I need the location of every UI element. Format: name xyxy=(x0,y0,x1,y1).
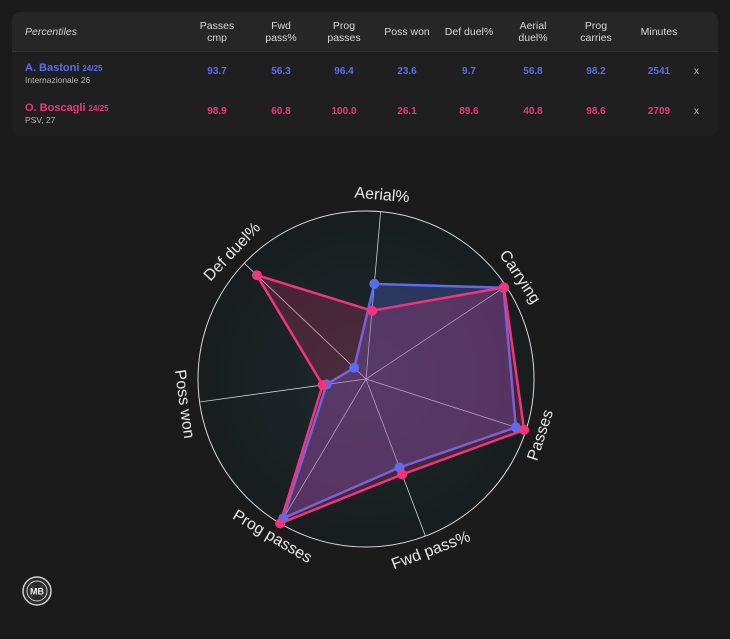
header-percentiles: Percentiles xyxy=(25,25,77,38)
cell-prog-passes: 100.0 xyxy=(331,106,357,117)
radar-point-series-2[interactable] xyxy=(317,380,328,390)
radar-spoke xyxy=(365,378,527,431)
player-season: 24/25 xyxy=(82,64,103,73)
radar-spoke xyxy=(365,211,382,380)
radar-point-series-2[interactable] xyxy=(251,270,262,281)
cell-def-duel: 89.6 xyxy=(459,106,479,117)
header-passes-cmp: Passes cmp xyxy=(199,19,235,44)
header-fwd-pass: Fwd pass% xyxy=(265,19,297,44)
radar-spoke xyxy=(365,285,507,380)
radar-series-2 xyxy=(255,273,526,525)
radar-point-series-2[interactable] xyxy=(519,424,530,435)
radar-point-series-2[interactable] xyxy=(367,305,377,316)
radar-series-1 xyxy=(282,282,518,520)
header-def-duel: Def duel% xyxy=(444,25,494,38)
mb-logo: MB xyxy=(22,576,52,606)
remove-player-button[interactable]: x xyxy=(694,106,699,117)
header-minutes: Minutes xyxy=(640,25,678,38)
radar-spoke xyxy=(244,262,367,380)
cell-passes-cmp: 98.9 xyxy=(207,106,227,117)
cell-minutes: 2709 xyxy=(647,106,671,117)
cell-aerial-duel: 56.8 xyxy=(523,66,543,77)
cell-fwd-pass: 60.8 xyxy=(271,106,291,117)
cell-prog-passes: 96.4 xyxy=(334,66,354,77)
player-name[interactable]: O. Boscagli 24/25 xyxy=(25,102,109,114)
cell-prog-carries: 98.6 xyxy=(586,106,606,117)
table-row-player-2[interactable]: O. Boscagli 24/25 PSV, 27 98.9 60.8 100.0… xyxy=(12,98,718,140)
table-header: Percentiles Passes cmp Fwd pass% Prog pa… xyxy=(12,12,718,52)
header-aerial-duel: Aerial duel% xyxy=(518,19,548,44)
player-club: PSV, 27 xyxy=(25,115,56,125)
header-poss-won: Poss won xyxy=(384,25,430,38)
radar-point-series-1[interactable] xyxy=(510,422,521,433)
radar-point-series-2[interactable] xyxy=(397,469,408,480)
svg-text:MB: MB xyxy=(30,587,44,597)
remove-player-button[interactable]: x xyxy=(694,66,699,77)
player-club: Internazionale 26 xyxy=(25,75,91,85)
cell-fwd-pass: 56.3 xyxy=(271,66,291,77)
header-prog-carries: Prog carries xyxy=(580,19,612,44)
player-season: 24/25 xyxy=(88,104,109,113)
radar-spoke xyxy=(199,378,367,403)
radar-axis-label: Aerial% xyxy=(354,185,410,207)
percentiles-table: Percentiles Passes cmp Fwd pass% Prog pa… xyxy=(12,12,718,136)
cell-poss-won: 23.6 xyxy=(397,66,417,77)
radar-point-series-2[interactable] xyxy=(275,518,286,529)
cell-aerial-duel: 40.8 xyxy=(523,106,543,117)
radar-axis-label: Poss won xyxy=(171,369,197,440)
header-prog-passes: Prog passes xyxy=(327,19,361,44)
table-row-player-1[interactable]: A. Bastoni 24/25 Internazionale 26 93.7 5… xyxy=(12,58,718,100)
radar-point-series-1[interactable] xyxy=(369,278,380,289)
radar-spoke xyxy=(365,378,426,537)
radar-point-series-2[interactable] xyxy=(499,282,509,293)
cell-prog-carries: 98.2 xyxy=(586,66,606,77)
player-name[interactable]: A. Bastoni 24/25 xyxy=(25,62,103,74)
radar-point-series-1[interactable] xyxy=(349,362,360,373)
cell-poss-won: 26.1 xyxy=(397,106,417,117)
radar-spoke xyxy=(279,378,367,524)
cell-minutes: 2541 xyxy=(647,66,671,77)
cell-passes-cmp: 93.7 xyxy=(207,66,227,77)
cell-def-duel: 9.7 xyxy=(462,66,476,77)
